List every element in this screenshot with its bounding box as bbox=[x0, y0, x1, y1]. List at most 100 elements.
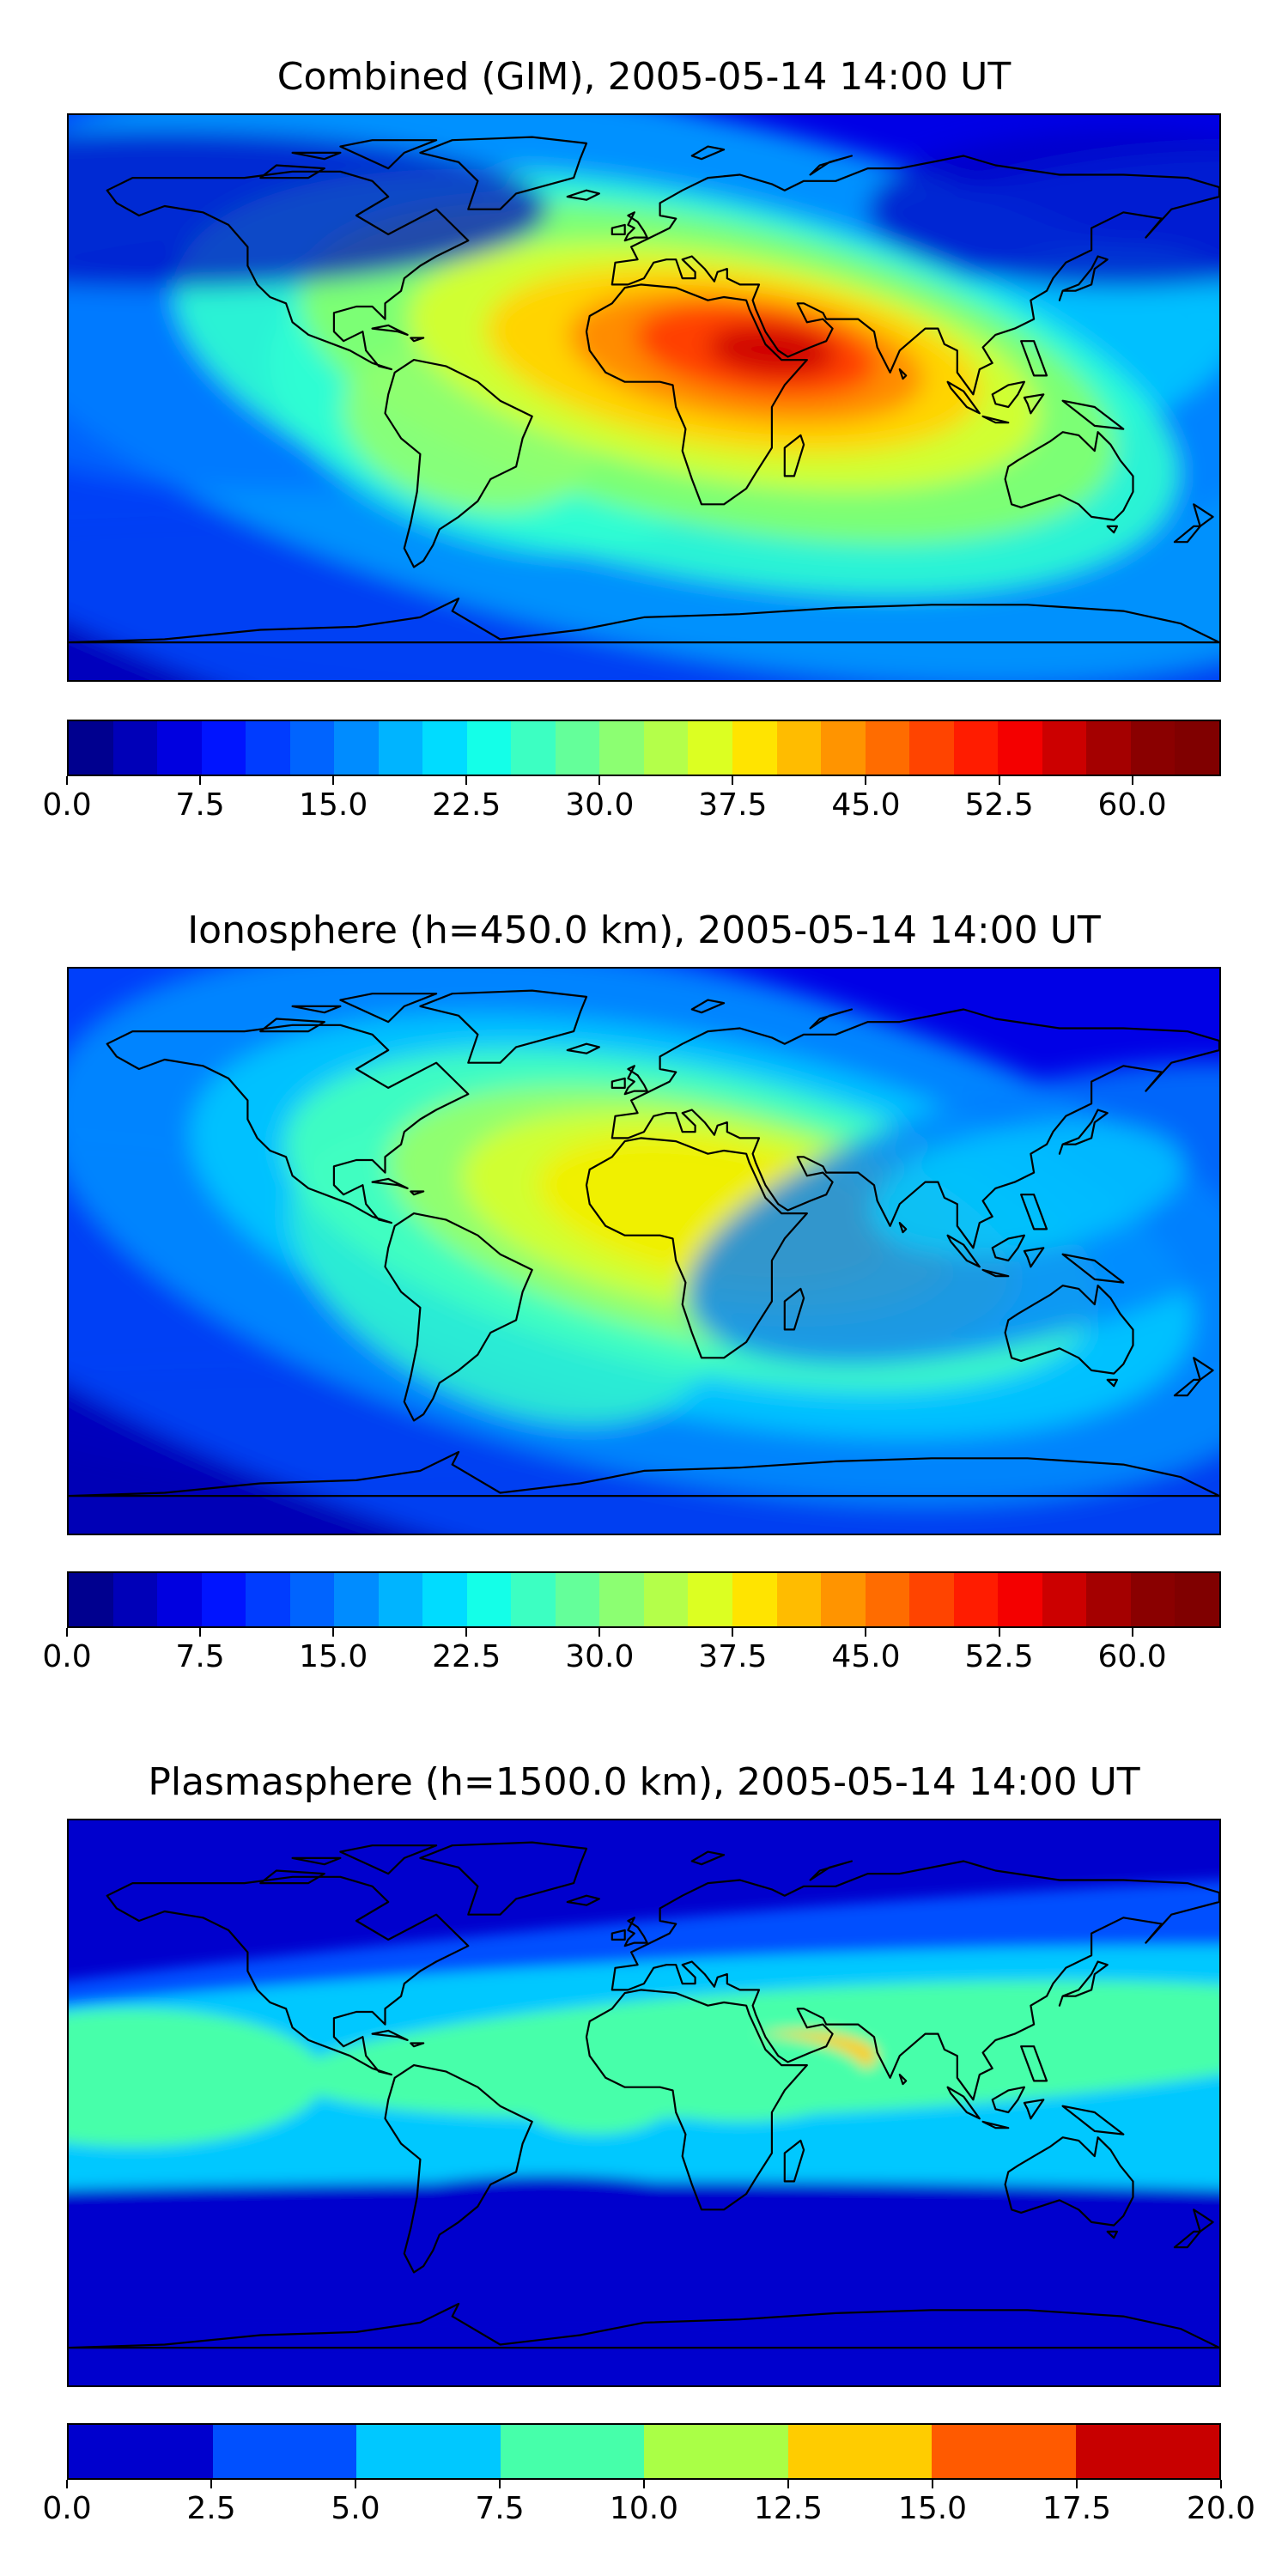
coastline bbox=[384, 2064, 533, 2274]
colorbar-level bbox=[289, 721, 335, 775]
colorbar-plasmasphere bbox=[67, 2423, 1221, 2480]
colorbar-level bbox=[422, 721, 467, 775]
colorbar-level bbox=[378, 1573, 423, 1626]
coastline bbox=[339, 1844, 438, 1875]
coastline bbox=[809, 1008, 854, 1030]
colorbar-level bbox=[787, 2425, 932, 2478]
colorbar-level bbox=[1042, 1573, 1087, 1626]
colorbar-level bbox=[776, 721, 822, 775]
coastline bbox=[69, 597, 1219, 644]
colorbar-level bbox=[732, 721, 777, 775]
colorbar-level bbox=[909, 1573, 954, 1626]
colorbar-tick-label: 5.0 bbox=[331, 2491, 380, 2526]
coastline bbox=[259, 1018, 325, 1033]
colorbar-level bbox=[422, 1573, 467, 1626]
coastline bbox=[1173, 525, 1201, 544]
coastline bbox=[623, 1917, 648, 1947]
coastline bbox=[384, 1212, 533, 1422]
colorbar-level bbox=[821, 721, 866, 775]
colorbar-level bbox=[378, 721, 423, 775]
colorbar-level bbox=[555, 1573, 600, 1626]
colorbar-level bbox=[201, 721, 246, 775]
coastline bbox=[1106, 525, 1119, 534]
coastline bbox=[291, 151, 342, 161]
coastline bbox=[783, 2139, 805, 2183]
coastline bbox=[809, 155, 854, 176]
coastline bbox=[611, 223, 626, 235]
coastline bbox=[1020, 340, 1048, 377]
colorbar-tick-label: 52.5 bbox=[964, 1639, 1034, 1674]
colorbar-tick-label: 37.5 bbox=[698, 787, 768, 823]
coastline bbox=[611, 1077, 626, 1089]
colorbar-ticks-combined: 0.0 7.5 15.0 22.5 30.0 37.5 45.0 52.5 60.0 bbox=[42, 776, 1221, 823]
colorbar-level bbox=[643, 1573, 689, 1626]
panel-title-plasmasphere: Plasmasphere (h=1500.0 km), 2005-05-14 1… bbox=[148, 1760, 1140, 1804]
coastline bbox=[1106, 2230, 1119, 2239]
coastline bbox=[623, 211, 648, 242]
colorbar-tick bbox=[66, 1628, 68, 1637]
colorbar-level bbox=[644, 2425, 788, 2478]
coastline bbox=[1023, 1247, 1045, 1268]
colorbar-level bbox=[511, 1573, 556, 1626]
coastline bbox=[898, 2074, 908, 2086]
colorbar-tick-label: 0.0 bbox=[42, 787, 92, 823]
coastline bbox=[946, 2086, 981, 2120]
colorbar-level bbox=[909, 721, 954, 775]
colorbar-level bbox=[1175, 721, 1219, 775]
colorbar-tick bbox=[199, 776, 202, 785]
colorbar-tick-label: 17.5 bbox=[1042, 2491, 1112, 2526]
colorbar-level bbox=[599, 1573, 644, 1626]
colorbar-ticks-ionosphere: 0.0 7.5 15.0 22.5 30.0 37.5 45.0 52.5 60.0 bbox=[42, 1628, 1221, 1674]
coastline bbox=[611, 1860, 1219, 2101]
colorbar-level bbox=[157, 1573, 202, 1626]
colorbar-level bbox=[998, 1573, 1042, 1626]
coastline bbox=[1106, 1378, 1119, 1388]
colorbar-tick bbox=[1131, 776, 1133, 785]
colorbar-level bbox=[246, 1573, 290, 1626]
coastline bbox=[410, 1190, 425, 1196]
coastline bbox=[1058, 1109, 1109, 1155]
coastline bbox=[69, 2302, 1219, 2349]
colorbar-level bbox=[246, 721, 290, 775]
colorbar-level bbox=[289, 1573, 335, 1626]
coastline bbox=[690, 145, 726, 161]
colorbar-tick-label: 60.0 bbox=[1097, 1639, 1167, 1674]
colorbar-tick-label: 12.5 bbox=[753, 2491, 823, 2526]
colorbar-level bbox=[1175, 1573, 1219, 1626]
coastline bbox=[991, 2086, 1026, 2114]
colorbar-tick-label: 60.0 bbox=[1097, 787, 1167, 823]
coastline bbox=[783, 434, 805, 477]
colorbar-level bbox=[688, 1573, 732, 1626]
colorbar-tick-label: 37.5 bbox=[698, 1639, 768, 1674]
colorbar-ionosphere bbox=[67, 1571, 1221, 1628]
coastline bbox=[611, 1008, 1219, 1249]
coastline bbox=[419, 989, 588, 1064]
colorbar-level bbox=[1075, 2425, 1219, 2478]
coastline bbox=[384, 359, 533, 568]
colorbar-tick bbox=[1076, 2480, 1078, 2488]
coastline bbox=[106, 1875, 470, 2076]
colorbar-level bbox=[953, 721, 999, 775]
colorbar-tick bbox=[199, 1628, 202, 1637]
coastline bbox=[106, 1024, 470, 1224]
coastline bbox=[946, 380, 981, 415]
coastline bbox=[1173, 2230, 1201, 2249]
coastline bbox=[1020, 1194, 1048, 1230]
colorbar-tick-label: 0.0 bbox=[42, 2491, 92, 2526]
colorbar-tick-label: 0.0 bbox=[42, 1639, 92, 1674]
colorbar-level bbox=[688, 721, 732, 775]
colorbar-tick bbox=[465, 1628, 468, 1637]
colorbar-tick bbox=[865, 776, 867, 785]
colorbar-level bbox=[201, 1573, 246, 1626]
coastline bbox=[291, 1005, 342, 1014]
coastline bbox=[410, 2042, 425, 2048]
coastline bbox=[1004, 1285, 1134, 1375]
colorbar-level bbox=[932, 2425, 1076, 2478]
colorbar-tick-label: 45.0 bbox=[831, 787, 901, 823]
coastline bbox=[809, 1860, 854, 1881]
colorbar-tick bbox=[355, 2480, 356, 2488]
colorbar-level bbox=[555, 721, 600, 775]
colorbar-level bbox=[69, 721, 113, 775]
colorbar-level bbox=[599, 721, 644, 775]
coastline bbox=[611, 1929, 626, 1941]
